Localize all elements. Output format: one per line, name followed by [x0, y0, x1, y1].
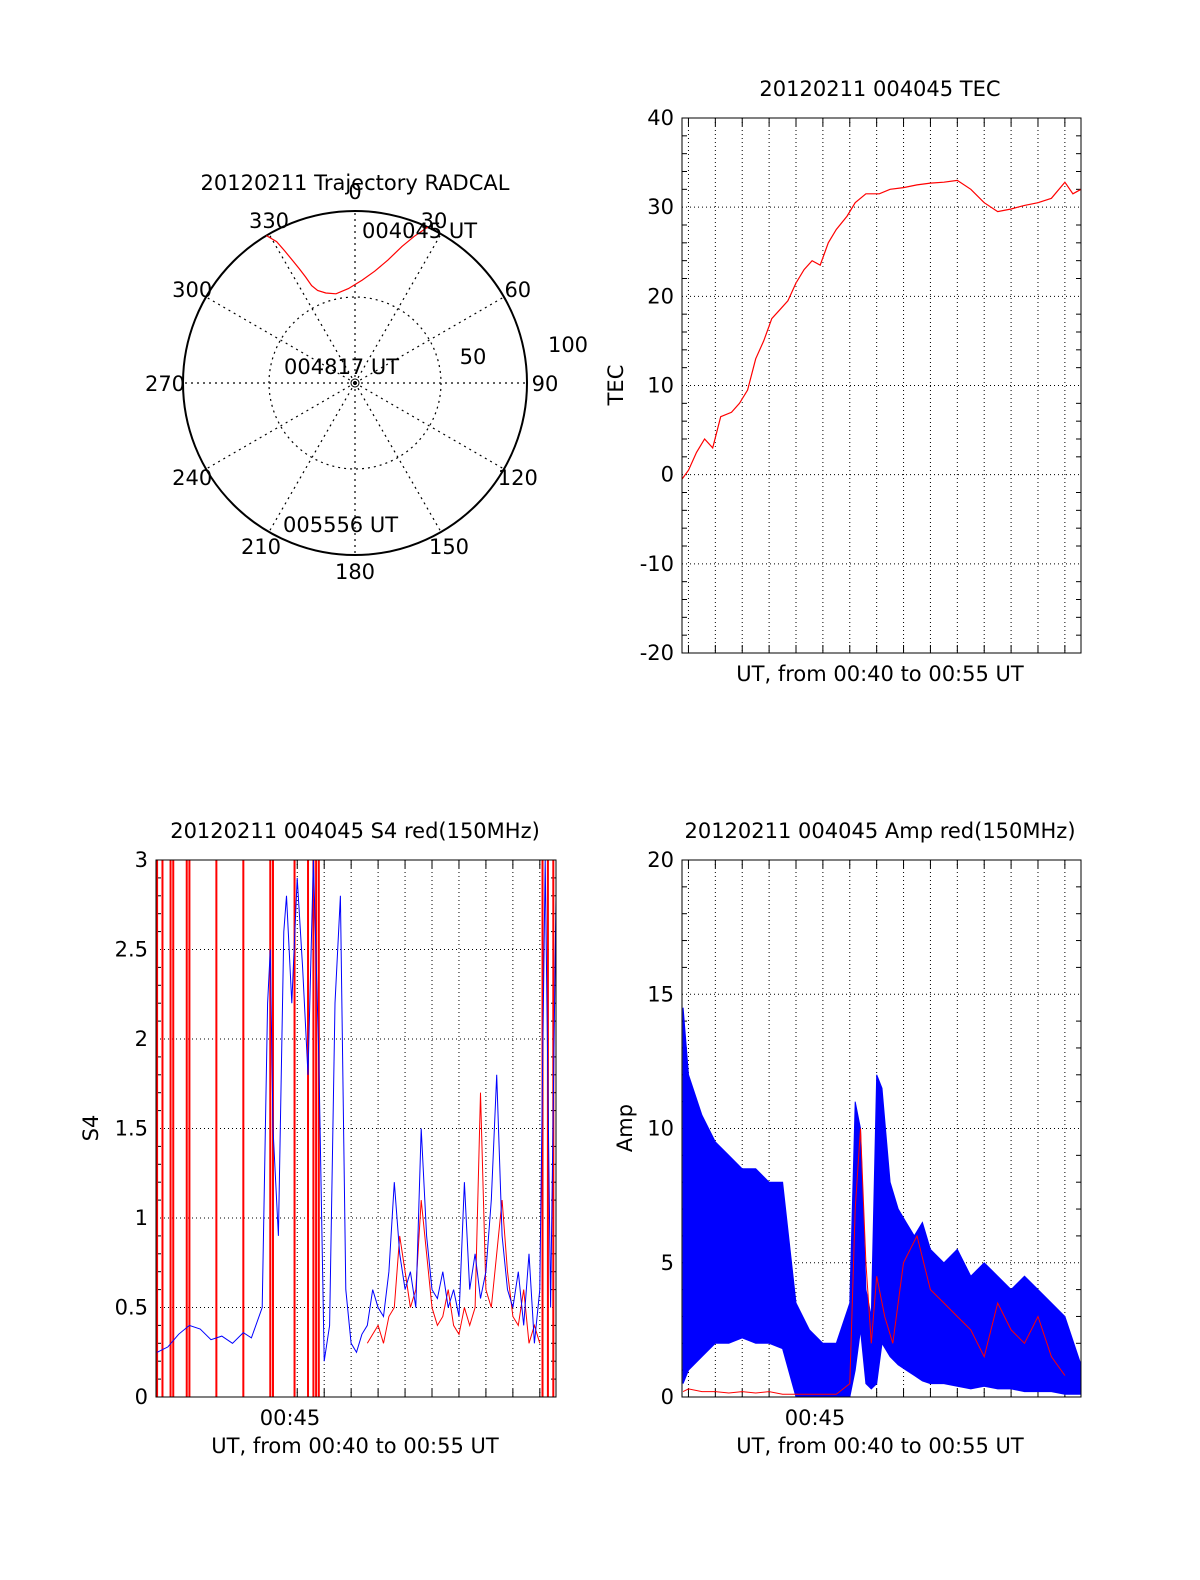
polar-radial-label: 50 [460, 345, 487, 369]
s4-ytick-label: 0 [135, 1385, 148, 1409]
polar-spoke [354, 233, 442, 384]
amp-ytick-label: 5 [661, 1251, 674, 1275]
polar-spoke [354, 296, 505, 384]
polar-angle-label: 300 [172, 278, 212, 302]
tec-plot: 20120211 004045 TEC TEC UT, from 00:40 t… [604, 77, 1082, 686]
amp-xtick-label: 00:45 [785, 1406, 846, 1430]
tec-ytick-label: -10 [640, 552, 674, 576]
trajectory-annotation: 004817 UT [284, 355, 399, 379]
tec-ytick-label: -20 [640, 641, 674, 665]
amp-plot: 20120211 004045 Amp red(150MHz) Amp 00:4… [613, 819, 1082, 1458]
tec-gridlines [682, 117, 1081, 654]
s4-xtick-label: 00:45 [260, 1406, 321, 1430]
tec-ytick-label: 0 [661, 463, 674, 487]
polar-angle-label: 90 [532, 372, 559, 396]
polar-spoke [205, 296, 356, 384]
amp-axes-frame [681, 859, 1082, 1398]
polar-angle-label: 60 [504, 278, 531, 302]
s4-ytick-label: 2 [135, 1027, 148, 1051]
trajectory-annotation: 005556 UT [283, 513, 398, 537]
polar-spoke [354, 382, 505, 470]
polar-spoke [354, 382, 442, 533]
tec-xlabel: UT, from 00:40 to 00:55 UT [736, 662, 1024, 686]
polar-angle-label: 150 [429, 535, 469, 559]
s4-title: 20120211 004045 S4 red(150MHz) [170, 819, 540, 843]
tec-ytick-label: 10 [647, 374, 674, 398]
s4-red-series-line [366, 1092, 541, 1344]
tec-axes-frame [681, 117, 1082, 654]
polar-angle-label: 180 [335, 560, 375, 584]
amp-ytick-label: 20 [647, 848, 674, 872]
amp-xlabel: UT, from 00:40 to 00:55 UT [736, 1434, 1024, 1458]
tec-series-line [681, 179, 1082, 480]
amp-ytick-label: 15 [647, 982, 674, 1006]
polar-spoke [268, 382, 356, 533]
polar-angle-label: 270 [145, 372, 185, 396]
amp-y-tick-labels: 0 5 10 15 20 [647, 848, 674, 1409]
amp-blue-envelope [682, 1007, 1082, 1398]
polar-center-mark [350, 378, 360, 388]
s4-ytick-label: 2.5 [115, 938, 148, 962]
s4-xlabel: UT, from 00:40 to 00:55 UT [211, 1434, 499, 1458]
tec-ytick-label: 40 [647, 106, 674, 130]
s4-ytick-label: 0.5 [115, 1296, 148, 1320]
s4-ytick-label: 1.5 [115, 1117, 148, 1141]
trajectory-annotation: 004045 UT [362, 219, 477, 243]
amp-ytick-label: 10 [647, 1117, 674, 1141]
polar-angle-label: 330 [249, 209, 289, 233]
trajectory-annotations: 004045 UT 004817 UT 005556 UT [283, 219, 477, 537]
polar-radial-label: 100 [548, 333, 588, 357]
polar-angle-label: 240 [172, 466, 212, 490]
amp-red-series-line [682, 1128, 1066, 1395]
polar-spoke [268, 233, 356, 384]
amp-ytick-label: 0 [661, 1385, 674, 1409]
polar-grid [182, 210, 528, 556]
s4-blue-series-line [156, 859, 557, 1362]
polar-outer-ring [182, 210, 528, 556]
s4-red-spikes [156, 860, 555, 1397]
polar-angle-label: 120 [498, 466, 538, 490]
trajectory-polar-plot: 20120211 Trajectory RADCAL 0306090120150… [145, 171, 588, 584]
polar-angle-label: 210 [241, 535, 281, 559]
amp-blue-series [682, 1007, 1082, 1398]
s4-ytick-label: 1 [135, 1206, 148, 1230]
tec-ytick-label: 20 [647, 284, 674, 308]
polar-angle-label: 0 [348, 180, 361, 204]
polar-title: 20120211 Trajectory RADCAL [201, 171, 510, 195]
polar-radial-labels: 50 100 [460, 333, 588, 369]
tec-ytick-label: 30 [647, 195, 674, 219]
satellite-trajectory-line [266, 226, 429, 295]
tec-title: 20120211 004045 TEC [759, 77, 1000, 101]
s4-y-tick-labels: 0 0.5 1 1.5 2 2.5 3 [115, 848, 148, 1409]
s4-plot: 20120211 004045 S4 red(150MHz) S4 00:45 … [79, 819, 557, 1458]
polar-spoke [205, 382, 356, 470]
amp-title: 20120211 004045 Amp red(150MHz) [684, 819, 1075, 843]
s4-ytick-label: 3 [135, 848, 148, 872]
s4-axes-frame [155, 859, 557, 1398]
amp-ylabel: Amp [613, 1104, 637, 1152]
tec-ylabel: TEC [604, 365, 628, 407]
tec-y-tick-labels: -20 -10 0 10 20 30 40 [640, 106, 674, 665]
s4-ylabel: S4 [79, 1115, 103, 1142]
